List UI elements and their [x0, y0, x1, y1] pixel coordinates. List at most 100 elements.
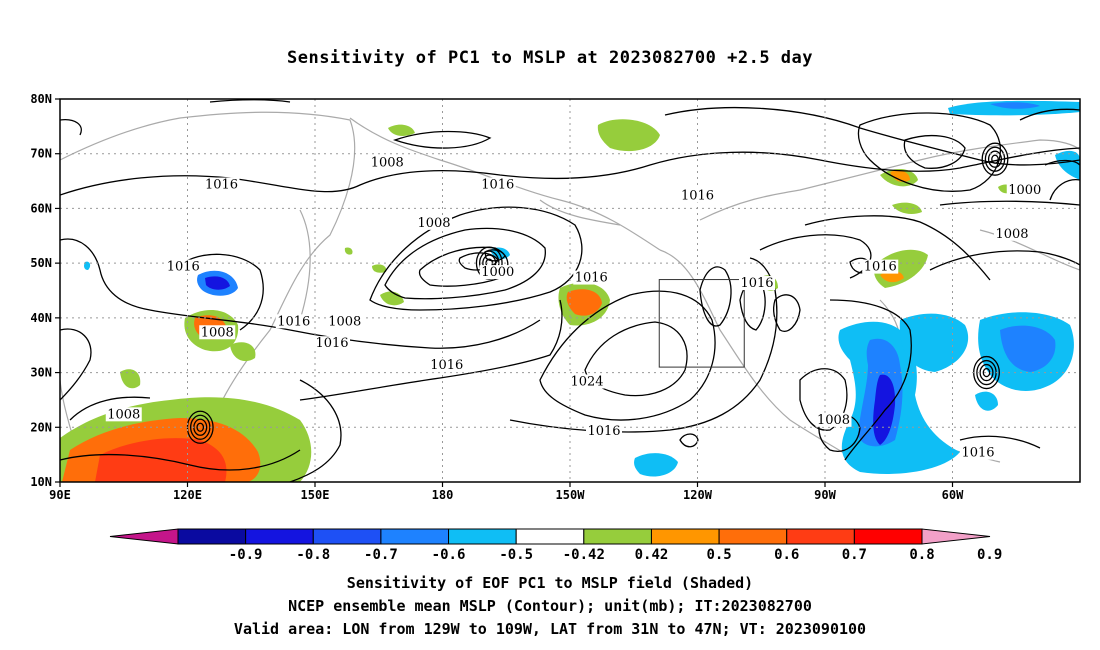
contour-label: 1016 [481, 178, 514, 193]
contour-label: 1008 [417, 216, 450, 231]
x-tick-label: 120E [173, 488, 202, 502]
colorbar-label: 0.6 [774, 547, 799, 563]
map-title: Sensitivity of PC1 to MSLP at 2023082700… [286, 48, 813, 68]
low-ring [987, 150, 1003, 168]
low-ring [991, 154, 999, 164]
contour-label: 1016 [575, 271, 608, 286]
contour-label-bg [569, 374, 605, 389]
contour-label-bg [479, 265, 516, 280]
x-tick-label: 60W [942, 488, 964, 502]
low-ring [984, 146, 1006, 172]
contour-label: 1016 [961, 446, 994, 461]
y-tick-label: 30N [30, 366, 52, 380]
colorbar-label: 0.5 [706, 547, 731, 563]
caption-line-1: Sensitivity of EOF PC1 to MSLP field (Sh… [346, 574, 754, 592]
contour-label-bg [815, 412, 852, 427]
x-tick-label: 180 [432, 488, 454, 502]
x-tick-label: 150E [301, 488, 330, 502]
y-tick-label: 20N [30, 420, 52, 434]
colorbar-low-arrow [109, 528, 179, 545]
colorbar-segment [583, 528, 652, 545]
contour-label-bg [369, 155, 406, 170]
contour-label-bg [326, 314, 363, 329]
colorbar-segment [448, 528, 517, 545]
colorbar-segment [786, 528, 855, 545]
y-tick-label: 10N [30, 475, 52, 489]
colorbar-label: -0.8 [296, 547, 330, 563]
contour-label-bg [1006, 183, 1043, 198]
colorbar-label: 0.8 [909, 547, 934, 563]
colorbar-label: -0.5 [499, 547, 533, 563]
contour-label: 1008 [328, 314, 361, 329]
colorbar-label: 0.7 [842, 547, 867, 563]
contour-label: 1016 [315, 336, 348, 351]
contour-label: 1000 [481, 265, 514, 280]
low-ring [981, 142, 1009, 176]
contour-label-bg [479, 177, 516, 192]
contour-label-bg [165, 259, 202, 274]
contour-label-bg [679, 188, 716, 203]
caption-line-3: Valid area: LON from 129W to 109W, LAT f… [233, 620, 867, 638]
contour-label-bg [573, 270, 610, 285]
contour-label-bg [314, 336, 350, 351]
contour-label: 1008 [995, 227, 1028, 242]
contour-label: 1016 [864, 260, 897, 275]
x-tick-label: 90E [49, 488, 71, 502]
contour-label-bg [994, 226, 1030, 241]
contour-label: 1016 [740, 276, 773, 291]
y-tick-label: 60N [30, 201, 52, 215]
colorbar-high-arrow [921, 528, 991, 545]
low-ring [475, 246, 503, 280]
contour-label: 1000 [1008, 183, 1041, 198]
contour-label: 1008 [107, 407, 140, 422]
y-tick-label: 40N [30, 311, 52, 325]
contour-label-bg [275, 314, 312, 329]
contour-label-bg [586, 423, 622, 438]
x-tick-label: 120W [683, 488, 713, 502]
colorbar-segment [245, 528, 314, 545]
colorbar-label: 0.9 [977, 547, 1002, 563]
contour-label-bg [960, 445, 996, 460]
low-ring [196, 422, 205, 432]
contour-label: 1024 [570, 375, 603, 390]
x-axis: 90E 120E 150E 180 150W 120W 90W 60W [49, 482, 964, 502]
low-ring [189, 414, 211, 440]
contour-label-bg [105, 407, 142, 422]
contour-label: 1016 [430, 358, 463, 373]
contour-label-bg [416, 215, 452, 230]
contour-labels: 1008 1016 1016 1016 1000 1008 1008 1016 1000 1016… [105, 155, 1043, 461]
low-ring [979, 363, 994, 382]
contour-label: 1016 [167, 260, 200, 275]
colorbar-label: 0.42 [635, 547, 669, 563]
y-tick-label: 70N [30, 147, 52, 161]
y-tick-label: 80N [30, 92, 52, 106]
colorbar: -0.9 -0.8 -0.7 -0.6 -0.5 -0.42 0.42 0.5 0.6 0.7 0.… [109, 528, 1002, 563]
contour-label: 1008 [371, 156, 404, 171]
colorbar-segment [853, 528, 923, 545]
colorbar-segment [177, 528, 247, 545]
contour-label-bg [199, 325, 236, 340]
contour-label-bg [862, 259, 899, 274]
colorbar-segment [515, 528, 585, 545]
low-ring [982, 367, 991, 378]
contour-label-bg [203, 177, 240, 192]
colorbar-label: -0.9 [229, 547, 263, 563]
y-axis: 10N 20N 30N 40N 50N 60N 70N 80N [30, 92, 60, 489]
colorbar-segment [380, 528, 450, 545]
contour-label: 1016 [587, 424, 620, 439]
graticule [60, 99, 1080, 482]
x-tick-label: 90W [814, 488, 836, 502]
colorbar-label: -0.7 [364, 547, 398, 563]
contour-label: 1016 [681, 188, 714, 203]
contour-label: 1008 [201, 325, 234, 340]
contour-label: 1016 [205, 178, 238, 193]
contour-label: 1016 [277, 314, 310, 329]
contour-label: 1008 [817, 413, 850, 428]
x-tick-label: 150W [556, 488, 586, 502]
valid-area-box [658, 279, 745, 368]
colorbar-segment [650, 528, 720, 545]
y-tick-label: 50N [30, 256, 52, 270]
colorbar-label: -0.42 [563, 547, 605, 563]
contour-label-bg [428, 358, 465, 373]
